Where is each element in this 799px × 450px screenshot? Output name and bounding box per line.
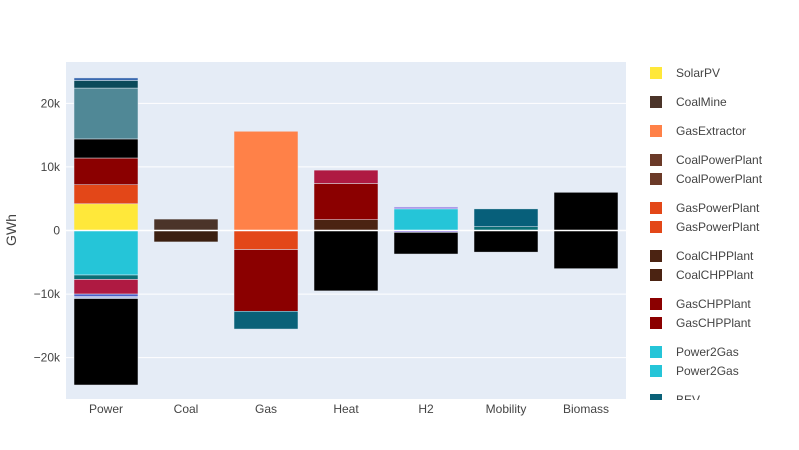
legend-item-label[interactable]: SolarPV xyxy=(676,66,720,80)
bar-segment-power[interactable] xyxy=(73,203,139,231)
x-tick-label: Coal xyxy=(174,402,199,416)
bar-segment-power[interactable] xyxy=(73,157,139,185)
bar-segment-power[interactable] xyxy=(73,279,139,295)
y-tick-label: 0 xyxy=(53,224,60,238)
bar-segment-biomass[interactable] xyxy=(553,230,619,269)
bar-segment-power[interactable] xyxy=(73,298,139,386)
legend-swatch xyxy=(650,298,662,310)
legend-item-label[interactable]: CoalCHPPlant xyxy=(676,249,754,263)
legend-item-label[interactable]: CoalCHPPlant xyxy=(676,268,754,282)
legend-swatch xyxy=(650,154,662,166)
legend-item-label[interactable]: GasCHPPlant xyxy=(676,316,751,330)
legend-swatch xyxy=(650,67,662,79)
legend-item-label[interactable]: CoalPowerPlant xyxy=(676,172,763,186)
legend-swatch xyxy=(650,365,662,377)
bar-segment-power[interactable] xyxy=(73,274,139,280)
bar-segment-h2[interactable] xyxy=(393,208,459,231)
bar-segment-mobility[interactable] xyxy=(473,230,539,253)
legend-item-label[interactable]: BEV xyxy=(676,393,700,407)
legend-item-label[interactable]: GasExtractor xyxy=(676,124,746,138)
x-tick-label: Power xyxy=(89,402,123,416)
x-tick-label: H2 xyxy=(418,402,434,416)
legend-swatch xyxy=(650,250,662,262)
legend-swatch xyxy=(650,173,662,185)
bar-segment-h2[interactable] xyxy=(393,232,459,255)
bar-segment-power[interactable] xyxy=(73,293,139,297)
bar-segment-power[interactable] xyxy=(73,77,139,81)
legend-item-label[interactable]: GasPowerPlant xyxy=(676,201,760,215)
y-tick-label: 10k xyxy=(41,160,61,174)
x-tick-label: Heat xyxy=(333,402,359,416)
bar-segment-biomass[interactable] xyxy=(553,192,619,231)
legend: SolarPV CoalMine GasExtractor CoalPowerPlan… xyxy=(650,66,763,407)
bar-segment-gas[interactable] xyxy=(233,311,299,330)
bar-segment-power[interactable] xyxy=(73,296,139,299)
x-tick-label: Mobility xyxy=(486,402,527,416)
bar-segment-coal[interactable] xyxy=(153,230,219,243)
bar-segment-heat[interactable] xyxy=(313,219,379,231)
legend-item-label[interactable]: GasCHPPlant xyxy=(676,297,751,311)
legend-swatch xyxy=(650,221,662,233)
bar-segment-h2[interactable] xyxy=(393,206,459,210)
legend-swatch xyxy=(650,317,662,329)
grid-lines xyxy=(66,102,626,359)
legend-swatch xyxy=(650,125,662,137)
legend-item-label[interactable]: Power2Gas xyxy=(676,364,739,378)
bar-segment-mobility[interactable] xyxy=(473,208,539,227)
x-tick-label: Biomass xyxy=(563,402,609,416)
bar-segment-gas[interactable] xyxy=(233,131,299,231)
y-tick-label: −20k xyxy=(34,351,61,365)
x-tick-labels: Power Coal Gas Heat H2 Mobility Biomass xyxy=(89,402,609,416)
bar-segment-power[interactable] xyxy=(73,80,139,89)
x-tick-label: Gas xyxy=(255,402,277,416)
legend-item-label[interactable]: CoalMine xyxy=(676,95,727,109)
y-tick-labels: 20k 10k 0 −10k −20k xyxy=(34,96,61,364)
legend-swatch xyxy=(650,96,662,108)
bar-segment-gas[interactable] xyxy=(233,249,299,312)
legend-swatch xyxy=(650,394,662,400)
legend-item-label[interactable]: Power2Gas xyxy=(676,345,739,359)
bar-segment-heat[interactable] xyxy=(313,183,379,220)
bar-segment-power[interactable] xyxy=(73,87,139,140)
bar-segment-power[interactable] xyxy=(73,184,139,205)
bar-segment-power[interactable] xyxy=(73,138,139,159)
legend-item-label[interactable]: GasPowerPlant xyxy=(676,220,760,234)
legend-swatch xyxy=(650,346,662,358)
y-axis-title: GWh xyxy=(3,214,19,246)
bar-segment-heat[interactable] xyxy=(313,169,379,184)
legend-swatch xyxy=(650,202,662,214)
y-tick-label: 20k xyxy=(41,96,61,110)
y-tick-label: −10k xyxy=(34,287,61,301)
bar-segment-power[interactable] xyxy=(73,230,139,276)
bar-segment-coal[interactable] xyxy=(153,218,219,231)
bars xyxy=(73,77,619,386)
bar-segment-gas[interactable] xyxy=(233,230,299,250)
bar-segment-heat[interactable] xyxy=(313,230,379,292)
legend-item-label[interactable]: CoalPowerPlant xyxy=(676,153,763,167)
legend-swatch xyxy=(650,269,662,281)
